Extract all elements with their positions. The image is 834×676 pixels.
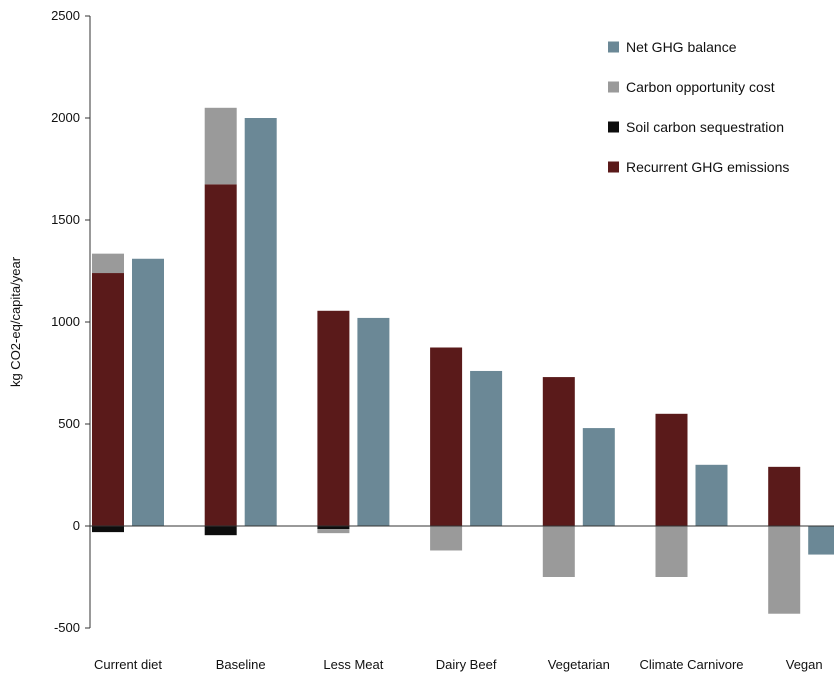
legend-label-soil-carbon-sequestration: Soil carbon sequestration [626, 119, 784, 135]
bar-net-ghg-balance-climate-carnivore [695, 464, 728, 526]
bar-soil-carbon-sequestration-current-diet [92, 526, 124, 533]
bar-recurrent-ghg-emissions-climate-carnivore [655, 413, 688, 526]
bar-net-ghg-balance-vegetarian [582, 428, 615, 526]
bar-carbon-opportunity-cost-vegetarian [542, 526, 575, 577]
bar-net-ghg-balance-baseline [244, 118, 277, 526]
bar-carbon-opportunity-cost-current-diet [92, 253, 124, 274]
legend-label-carbon-opportunity-cost: Carbon opportunity cost [626, 79, 775, 95]
x-category-label: Baseline [216, 657, 266, 672]
bar-soil-carbon-sequestration-baseline [204, 526, 237, 536]
bar-recurrent-ghg-emissions-dairy-beef [430, 347, 463, 526]
y-axis: -500 0 500 1000 1500 2000 2500 [51, 8, 91, 635]
bar-net-ghg-balance-less-meat [357, 317, 390, 526]
bar-recurrent-ghg-emissions-current-diet [92, 273, 124, 526]
bar-net-ghg-balance-current-diet [132, 258, 164, 526]
legend-label-recurrent-ghg-emissions: Recurrent GHG emissions [626, 159, 789, 175]
legend-swatch-net-ghg-balance [608, 41, 619, 53]
y-tick-label: 2500 [51, 8, 80, 23]
legend-label-net-ghg-balance: Net GHG balance [626, 39, 737, 55]
x-category-label: Less Meat [323, 657, 383, 672]
x-category-label: Climate Carnivore [639, 657, 743, 672]
x-category-label: Dairy Beef [436, 657, 497, 672]
legend-swatch-soil-carbon-sequestration [608, 121, 619, 133]
bar-net-ghg-balance-dairy-beef [470, 370, 503, 526]
x-category-label: Vegetarian [548, 657, 610, 672]
y-tick-label: 500 [58, 416, 80, 431]
y-tick-label: 2000 [51, 110, 80, 125]
y-tick-label: 0 [73, 518, 80, 533]
bar-recurrent-ghg-emissions-vegetarian [542, 377, 575, 526]
bar-carbon-opportunity-cost-climate-carnivore [655, 526, 688, 577]
legend-swatch-recurrent-ghg-emissions [608, 161, 619, 173]
bar-carbon-opportunity-cost-baseline [204, 107, 237, 185]
x-axis-labels: Current diet Baseline Less Meat Dairy Beef V… [94, 657, 823, 672]
bar-carbon-opportunity-cost-dairy-beef [430, 526, 463, 551]
bar-carbon-opportunity-cost-vegan [768, 526, 801, 614]
bar-recurrent-ghg-emissions-baseline [204, 184, 237, 527]
y-tick-label: -500 [54, 620, 80, 635]
bars [92, 107, 834, 614]
bar-net-ghg-balance-vegan [808, 526, 834, 555]
x-category-label: Current diet [94, 657, 162, 672]
bar-soil-carbon-sequestration-less-meat [317, 526, 350, 530]
y-axis-title: kg CO2-eq/capita/year [8, 256, 23, 387]
bar-recurrent-ghg-emissions-vegan [768, 466, 801, 526]
y-tick-label: 1500 [51, 212, 80, 227]
bar-carbon-opportunity-cost-less-meat [317, 529, 350, 534]
bar-recurrent-ghg-emissions-less-meat [317, 310, 350, 526]
legend: Net GHG balance Carbon opportunity cost So… [608, 39, 789, 175]
legend-swatch-carbon-opportunity-cost [608, 81, 619, 93]
y-tick-label: 1000 [51, 314, 80, 329]
x-category-label: Vegan [786, 657, 823, 672]
